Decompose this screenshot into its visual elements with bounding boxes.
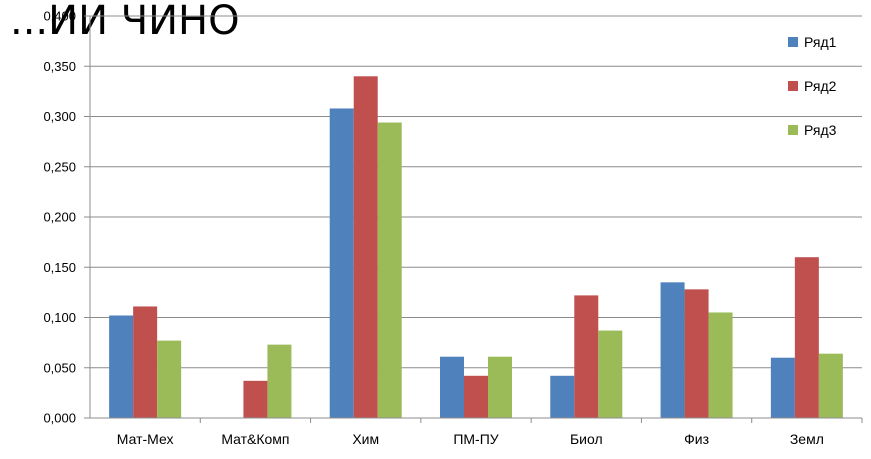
bar-3 <box>488 356 512 418</box>
x-tick-label: Хим <box>352 431 379 447</box>
bar-2 <box>684 289 709 418</box>
bar-1 <box>770 357 795 418</box>
y-tick-label: 0,000 <box>43 411 76 426</box>
x-tick-label: Земл <box>790 431 824 447</box>
bar-3 <box>157 340 182 418</box>
y-tick-label: 0,150 <box>43 260 76 275</box>
y-tick-label: 0,350 <box>43 59 76 74</box>
bar-3 <box>708 312 733 418</box>
bar-3 <box>377 122 402 418</box>
y-tick-label: 0,400 <box>43 9 76 24</box>
bar-1 <box>550 375 575 418</box>
legend-label: Ряд3 <box>804 122 837 138</box>
bar-2 <box>243 380 268 418</box>
x-tick-label: Мат&Комп <box>221 431 289 447</box>
y-tick-label: 0,200 <box>43 210 76 225</box>
y-tick-label: 0,100 <box>43 310 76 325</box>
legend: Ряд1 Ряд2 Ряд3 <box>788 34 837 138</box>
bar-1 <box>329 108 354 419</box>
bar-1 <box>109 315 134 418</box>
bar-1 <box>440 356 464 418</box>
bar-3 <box>267 344 292 418</box>
bar-3 <box>598 330 623 418</box>
bar-2 <box>133 306 158 418</box>
legend-label: Ряд2 <box>804 78 837 94</box>
bar-marks <box>109 76 843 419</box>
legend-label: Ряд1 <box>804 34 837 50</box>
bar-2 <box>353 76 378 419</box>
legend-swatch <box>788 37 798 47</box>
x-tick-label: Мат-Мех <box>117 431 174 447</box>
bar-2 <box>574 295 599 418</box>
x-tick-label: Биол <box>570 431 603 447</box>
bar-1 <box>660 282 685 418</box>
legend-swatch <box>788 81 798 91</box>
y-tick-label: 0,250 <box>43 159 76 174</box>
bar-2 <box>794 257 819 418</box>
cropped-title-text: ...ИИ ЧИНО <box>10 0 240 44</box>
legend-swatch <box>788 125 798 135</box>
y-tick-label: 0,300 <box>43 109 76 124</box>
bar-2 <box>464 375 488 418</box>
x-axis-line <box>89 16 862 419</box>
bar-3 <box>818 353 843 418</box>
gridlines <box>90 15 862 369</box>
y-axis-tick-labels: 0,000 0,050 0,100 0,150 0,200 0,250 0,300 0,350… <box>43 9 90 426</box>
y-tick-label: 0,050 <box>43 360 76 375</box>
x-tick-label: ПМ-ПУ <box>453 431 498 447</box>
x-tick-label: Физ <box>684 431 709 447</box>
x-axis-category-labels: Мат-Мех Мат&Комп Хим ПМ-ПУ Биол Физ Земл <box>117 418 863 447</box>
